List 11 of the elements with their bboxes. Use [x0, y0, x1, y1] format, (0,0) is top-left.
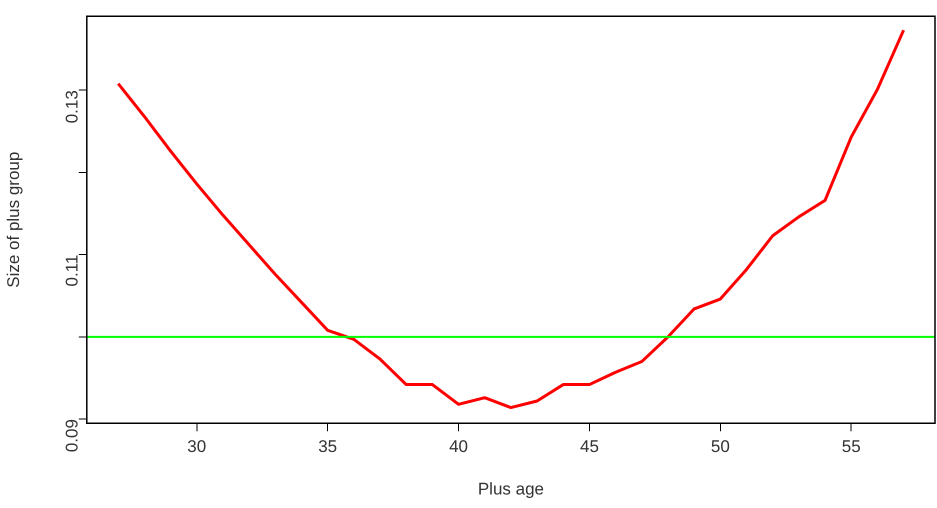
x-tick-label: 50 [710, 437, 730, 456]
x-tick-label: 30 [187, 437, 206, 456]
x-tick-label: 40 [449, 437, 468, 456]
y-tick-label: 0.13 [62, 90, 82, 124]
y-axis-title: Size of plus group [4, 152, 23, 288]
y-tick-label: 0.11 [62, 254, 82, 286]
y-tick-label: 0.09 [62, 419, 82, 452]
x-axis-title: Plus age [478, 479, 544, 498]
x-tick-label: 45 [580, 437, 599, 456]
x-tick-label: 55 [842, 437, 861, 456]
x-tick-label: 35 [318, 437, 338, 456]
